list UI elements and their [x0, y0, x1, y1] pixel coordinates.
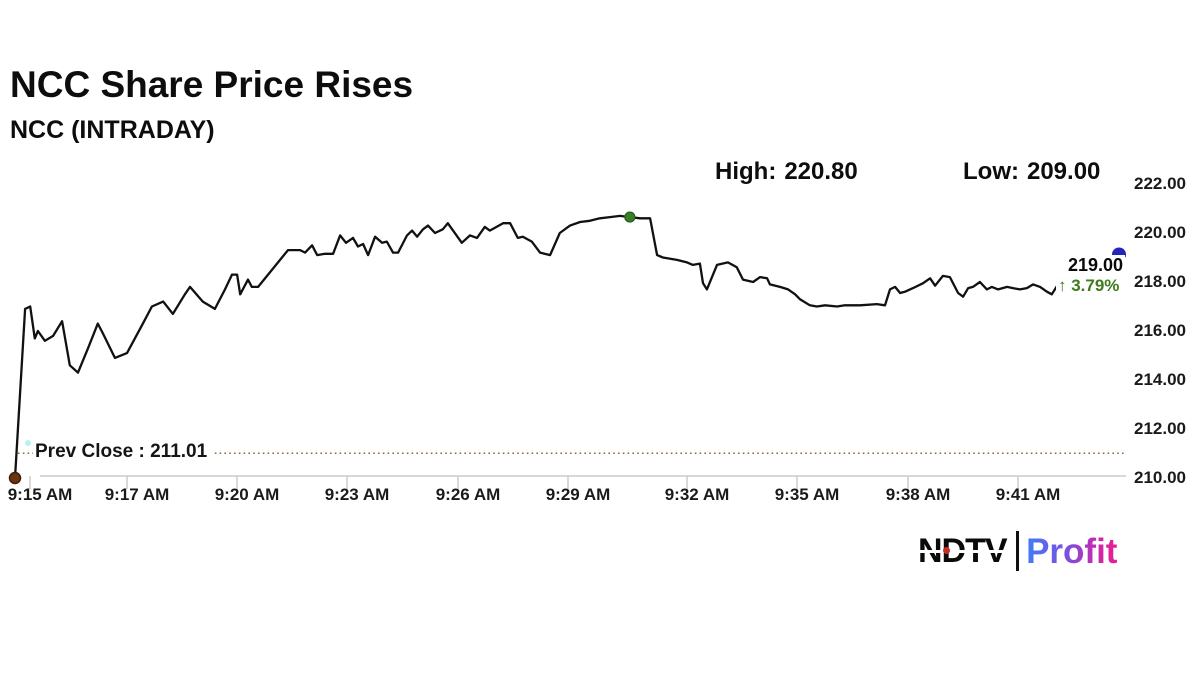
day-low-stat: Low: 209.00 [963, 158, 1100, 186]
day-low-value: 209.00 [1026, 158, 1101, 185]
ndtv-logo-slit [919, 550, 1006, 553]
ndtv-profit-logo: NDTV Profit [918, 531, 1117, 571]
day-low-label: Low: [963, 158, 1019, 185]
x-axis-label: 9:38 AM [885, 485, 951, 504]
day-high-dot [624, 211, 636, 223]
day-high-stat: High: 220.80 [715, 158, 858, 186]
x-axis-label: 9:29 AM [545, 485, 611, 504]
price-line [13, 214, 1060, 480]
y-axis-label: 212.00 [1134, 419, 1186, 438]
cyan-speck [25, 440, 31, 446]
y-axis-label: 214.00 [1134, 370, 1186, 389]
profit-logo-text: Profit [1026, 531, 1118, 571]
y-axis-label: 216.00 [1134, 321, 1186, 340]
logo-separator-bar [1015, 531, 1020, 571]
x-axis-label: 9:32 AM [664, 485, 730, 504]
x-axis-label: 9:15 AM [7, 485, 73, 504]
x-axis-label: 9:35 AM [774, 485, 840, 504]
x-axis-label: 9:17 AM [104, 485, 170, 504]
x-axis-label: 9:23 AM [324, 485, 390, 504]
session-open-dot [8, 471, 22, 485]
y-axis-label: 210.00 [1134, 468, 1186, 487]
day-high-label: High: [715, 158, 777, 185]
day-high-value: 220.80 [784, 158, 858, 185]
x-axis-label: 9:26 AM [435, 485, 501, 504]
y-axis-label: 218.00 [1134, 272, 1186, 291]
y-axis-label: 220.00 [1134, 223, 1186, 242]
y-axis-label: 222.00 [1134, 174, 1186, 193]
x-axis-label: 9:20 AM [214, 485, 280, 504]
x-axis-label: 9:41 AM [995, 485, 1061, 504]
last-price-label: 219.00 [1066, 255, 1126, 276]
ndtv-logo-red-dot [943, 547, 950, 554]
price-change-label: ↑ 3.79% [1056, 276, 1122, 296]
ndtv-logo: NDTV [918, 534, 1008, 568]
prev-close-label: Prev Close : 211.01 [33, 441, 213, 465]
chart-subtitle: NCC (INTRADAY) [10, 116, 215, 144]
page-title: NCC Share Price Rises [10, 64, 414, 105]
